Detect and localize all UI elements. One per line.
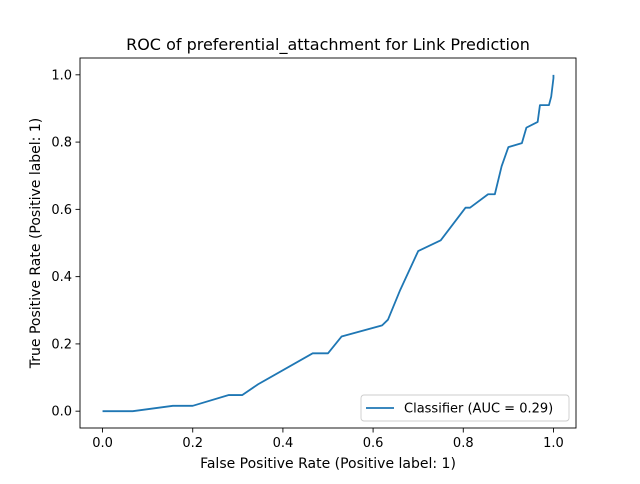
plot-area: 0.0 0.2 0.4 0.6 0.8 1.0 0.0 0.2 0.4 0.6 0.8 1.0: [51, 57, 577, 451]
legend-box: [360, 394, 570, 422]
y-axis-ticks: 0.0 0.2 0.4 0.6 0.8 1.0: [51, 68, 80, 420]
x-tick-label: 0.4: [273, 436, 294, 451]
x-tick-label: 0.6: [363, 436, 384, 451]
y-tick-label: 0.6: [51, 203, 72, 218]
y-tick-label: 1.0: [51, 68, 72, 83]
y-axis-label: True Positive Rate (Positive label: 1): [28, 118, 44, 369]
legend: Classifier (AUC = 0.29): [360, 394, 570, 422]
x-tick-label: 1.0: [543, 436, 564, 451]
axes-frame: [79, 57, 577, 429]
x-tick-label: 0.2: [182, 436, 203, 451]
y-tick-label: 0.0: [51, 405, 72, 420]
y-tick-label: 0.4: [51, 270, 72, 285]
x-axis-label: False Positive Rate (Positive label: 1): [200, 456, 456, 472]
roc-curve-line: [102, 74, 555, 413]
chart-title: ROC of preferential_attachment for Link …: [126, 35, 530, 55]
x-tick-label: 0.8: [453, 436, 474, 451]
y-tick-label: 0.2: [51, 337, 72, 352]
y-tick-label: 0.8: [51, 136, 72, 151]
legend-label: Classifier (AUC = 0.29): [404, 402, 553, 417]
x-tick-label: 0.0: [92, 436, 113, 451]
x-axis-ticks: 0.0 0.2 0.4 0.6 0.8 1.0: [92, 428, 564, 451]
